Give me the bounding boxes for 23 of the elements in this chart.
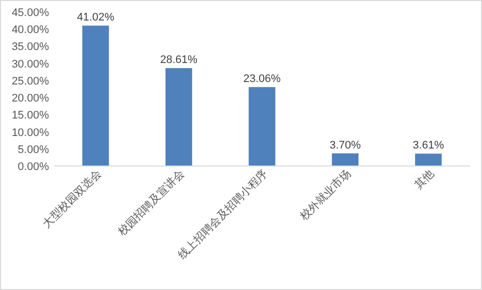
y-tick-label: 45.00%	[12, 7, 50, 19]
y-tick-label: 10.00%	[12, 126, 50, 139]
data-label: 23.06%	[243, 73, 281, 86]
y-tick-label: 25.00%	[12, 75, 50, 88]
y-tick-label: 40.00%	[12, 24, 50, 36]
data-label: 3.70%	[330, 139, 362, 152]
x-tick-label: 校园招聘及宣讲会	[114, 166, 187, 240]
y-tick-label: 15.00%	[12, 110, 50, 122]
x-tick-label: 其他	[412, 166, 437, 192]
bar	[332, 153, 359, 166]
y-tick-label: 30.00%	[12, 58, 50, 70]
y-tick-label: 35.00%	[12, 41, 50, 54]
y-tick-label: 0.00%	[18, 161, 50, 173]
data-label: 41.02%	[76, 12, 114, 24]
bar	[165, 68, 192, 166]
bar	[248, 87, 276, 166]
y-tick-label: 5.00%	[18, 144, 50, 156]
y-tick-label: 20.00%	[12, 92, 50, 105]
bar	[82, 26, 109, 166]
data-label: 3.61%	[412, 140, 444, 152]
bar	[415, 154, 442, 166]
x-tick-label: 校外就业市场	[296, 166, 354, 224]
data-label: 28.61%	[160, 54, 198, 66]
